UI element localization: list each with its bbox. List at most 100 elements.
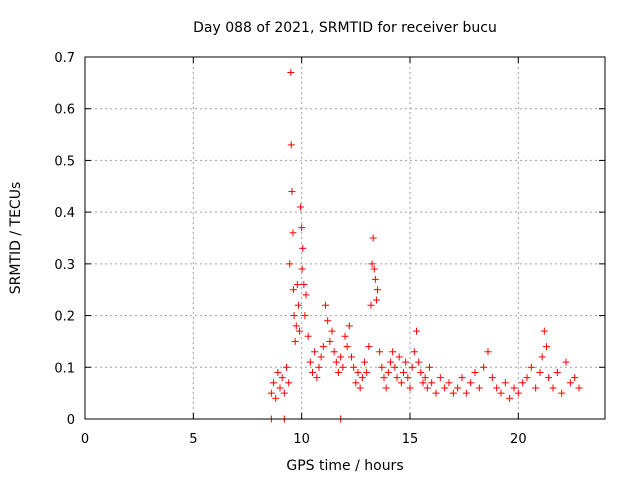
data-point — [384, 368, 392, 376]
y-tick-label: 0.2 — [54, 310, 75, 325]
data-point — [317, 353, 325, 361]
y-tick-label: 0.1 — [54, 361, 75, 376]
data-point — [406, 384, 414, 392]
data-point — [300, 281, 308, 289]
data-point — [404, 374, 412, 382]
data-point — [423, 384, 431, 392]
data-point — [506, 394, 514, 402]
data-point — [462, 389, 470, 397]
plot-frame — [84, 56, 606, 420]
data-point — [343, 343, 351, 351]
data-point — [428, 379, 436, 387]
grid — [84, 56, 605, 420]
data-point — [280, 389, 288, 397]
data-point — [480, 363, 488, 371]
data-point — [294, 301, 302, 309]
data-point — [415, 358, 423, 366]
data-point — [449, 389, 457, 397]
data-point — [304, 332, 312, 340]
data-point — [289, 229, 297, 237]
data-point — [402, 358, 410, 366]
data-point — [356, 384, 364, 392]
data-point — [313, 374, 321, 382]
data-point — [324, 317, 332, 325]
data-point — [372, 296, 380, 304]
data-point — [382, 384, 390, 392]
data-point — [326, 337, 334, 345]
data-point — [283, 363, 290, 371]
data-point — [341, 332, 349, 340]
data-point — [278, 374, 286, 382]
data-point — [354, 368, 362, 376]
data-point — [445, 379, 453, 387]
data-point — [309, 368, 316, 376]
data-point — [378, 363, 386, 371]
data-point — [393, 374, 401, 382]
data-point — [374, 286, 381, 294]
data-point — [523, 374, 531, 382]
y-tick-label: 0.5 — [54, 154, 75, 169]
x-tick-label: 5 — [189, 432, 197, 447]
data-point — [497, 389, 505, 397]
data-point — [538, 353, 546, 361]
data-point — [272, 394, 280, 402]
data-point — [562, 358, 570, 366]
data-point — [270, 379, 277, 387]
data-point — [288, 187, 296, 195]
ticks: 0 0.1 0.2 0.3 0.4 0.5 0.6 0.7 0 5 10 15 20 — [54, 51, 605, 447]
data-point — [328, 327, 336, 335]
data-point — [296, 327, 303, 335]
data-point — [293, 281, 301, 289]
data-point — [361, 358, 368, 366]
x-tick-label: 10 — [293, 432, 310, 447]
data-point — [543, 343, 550, 351]
data-point — [488, 374, 496, 382]
data-point — [540, 327, 548, 335]
data-point — [352, 379, 360, 387]
data-point — [298, 265, 306, 273]
data-point — [532, 384, 540, 392]
data-point — [432, 389, 440, 397]
data-point — [306, 358, 314, 366]
data-point — [287, 69, 295, 77]
data-point — [395, 353, 403, 361]
data-point — [285, 379, 293, 387]
data-point — [370, 265, 378, 273]
y-tick-label: 0.3 — [54, 258, 75, 273]
data-point — [345, 322, 353, 330]
data-point — [274, 368, 282, 376]
data-point — [311, 348, 319, 356]
data-point — [510, 384, 518, 392]
data-point — [332, 358, 340, 366]
data-point — [319, 343, 327, 351]
data-point — [315, 363, 323, 371]
data-point — [376, 348, 384, 356]
data-point — [397, 379, 405, 387]
data-point — [298, 224, 306, 232]
data-point — [545, 374, 553, 382]
data-point — [549, 384, 557, 392]
data-point — [408, 363, 416, 371]
data-point — [389, 348, 397, 356]
data-point — [297, 203, 305, 211]
data-point — [391, 363, 399, 371]
data-point — [267, 389, 275, 397]
data-point — [348, 353, 355, 361]
data-point — [371, 275, 379, 283]
data-point — [289, 286, 297, 294]
data-point — [421, 374, 429, 382]
data-point — [471, 368, 479, 376]
y-tick-label: 0 — [67, 413, 75, 428]
data-point — [519, 379, 527, 387]
data-point — [501, 379, 509, 387]
y-tick-label: 0.4 — [54, 206, 75, 221]
data-point — [292, 322, 300, 330]
data-point — [368, 260, 376, 268]
data-point — [400, 368, 407, 376]
data-point — [475, 384, 483, 392]
data-points — [267, 69, 583, 423]
data-point — [436, 374, 444, 382]
data-point — [350, 363, 358, 371]
data-point — [369, 234, 377, 242]
